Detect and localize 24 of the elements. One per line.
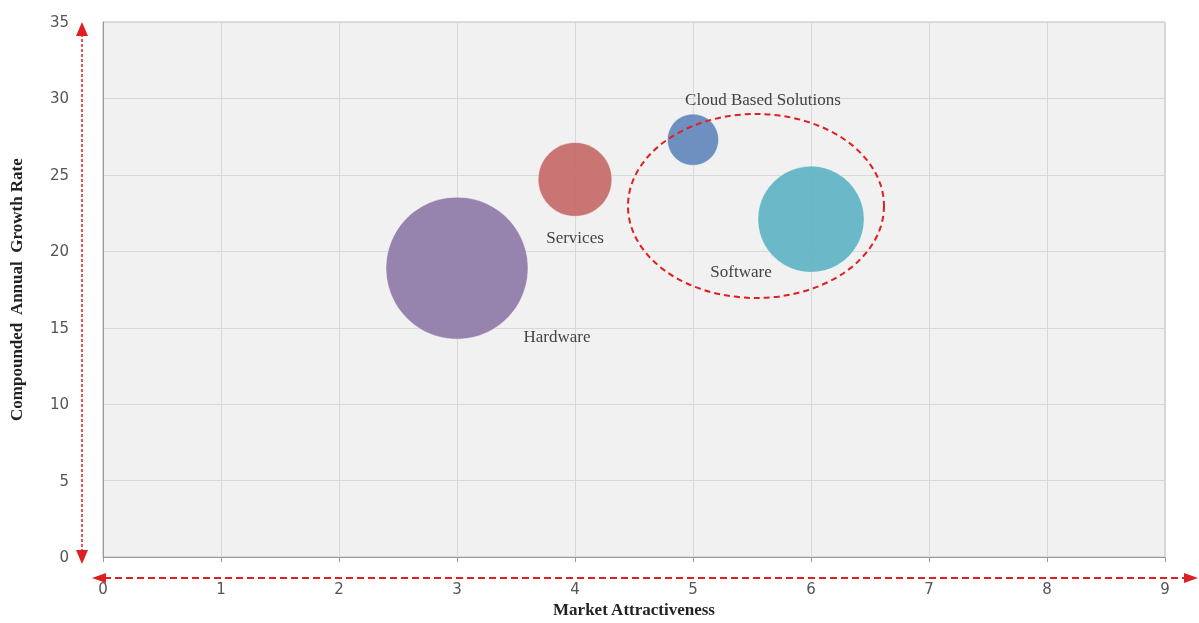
x-tick-label: 0 bbox=[98, 579, 108, 598]
x-tick-label: 4 bbox=[570, 579, 580, 598]
x-tick-label: 3 bbox=[452, 579, 462, 598]
series-label: Hardware bbox=[523, 326, 591, 346]
series-label: Services bbox=[546, 227, 604, 247]
y-tick-label: 0 bbox=[59, 548, 69, 567]
series-label: Cloud Based Solutions bbox=[685, 90, 841, 110]
y-tick-label: 35 bbox=[49, 13, 69, 31]
series-label: Software bbox=[710, 261, 772, 281]
x-tick-label: 5 bbox=[688, 579, 698, 598]
y-axis-title: Compounded Annual Growth Rate bbox=[7, 157, 26, 421]
x-tick-label: 6 bbox=[806, 579, 816, 598]
x-tick-label: 2 bbox=[334, 579, 344, 598]
y-tick-label: 30 bbox=[49, 89, 69, 108]
y-tick-label: 20 bbox=[49, 242, 69, 261]
y-tick-label: 15 bbox=[49, 318, 69, 337]
x-axis-title: Market Attractiveness bbox=[553, 600, 716, 619]
y-tick-label: 5 bbox=[59, 471, 69, 490]
y-tick-label: 10 bbox=[49, 395, 69, 414]
y-tick-label: 25 bbox=[49, 165, 69, 184]
x-tick-label: 9 bbox=[1160, 579, 1170, 598]
x-tick-label: 7 bbox=[924, 579, 934, 598]
x-tick-label: 1 bbox=[216, 579, 226, 598]
x-tick-label: 8 bbox=[1042, 579, 1052, 598]
